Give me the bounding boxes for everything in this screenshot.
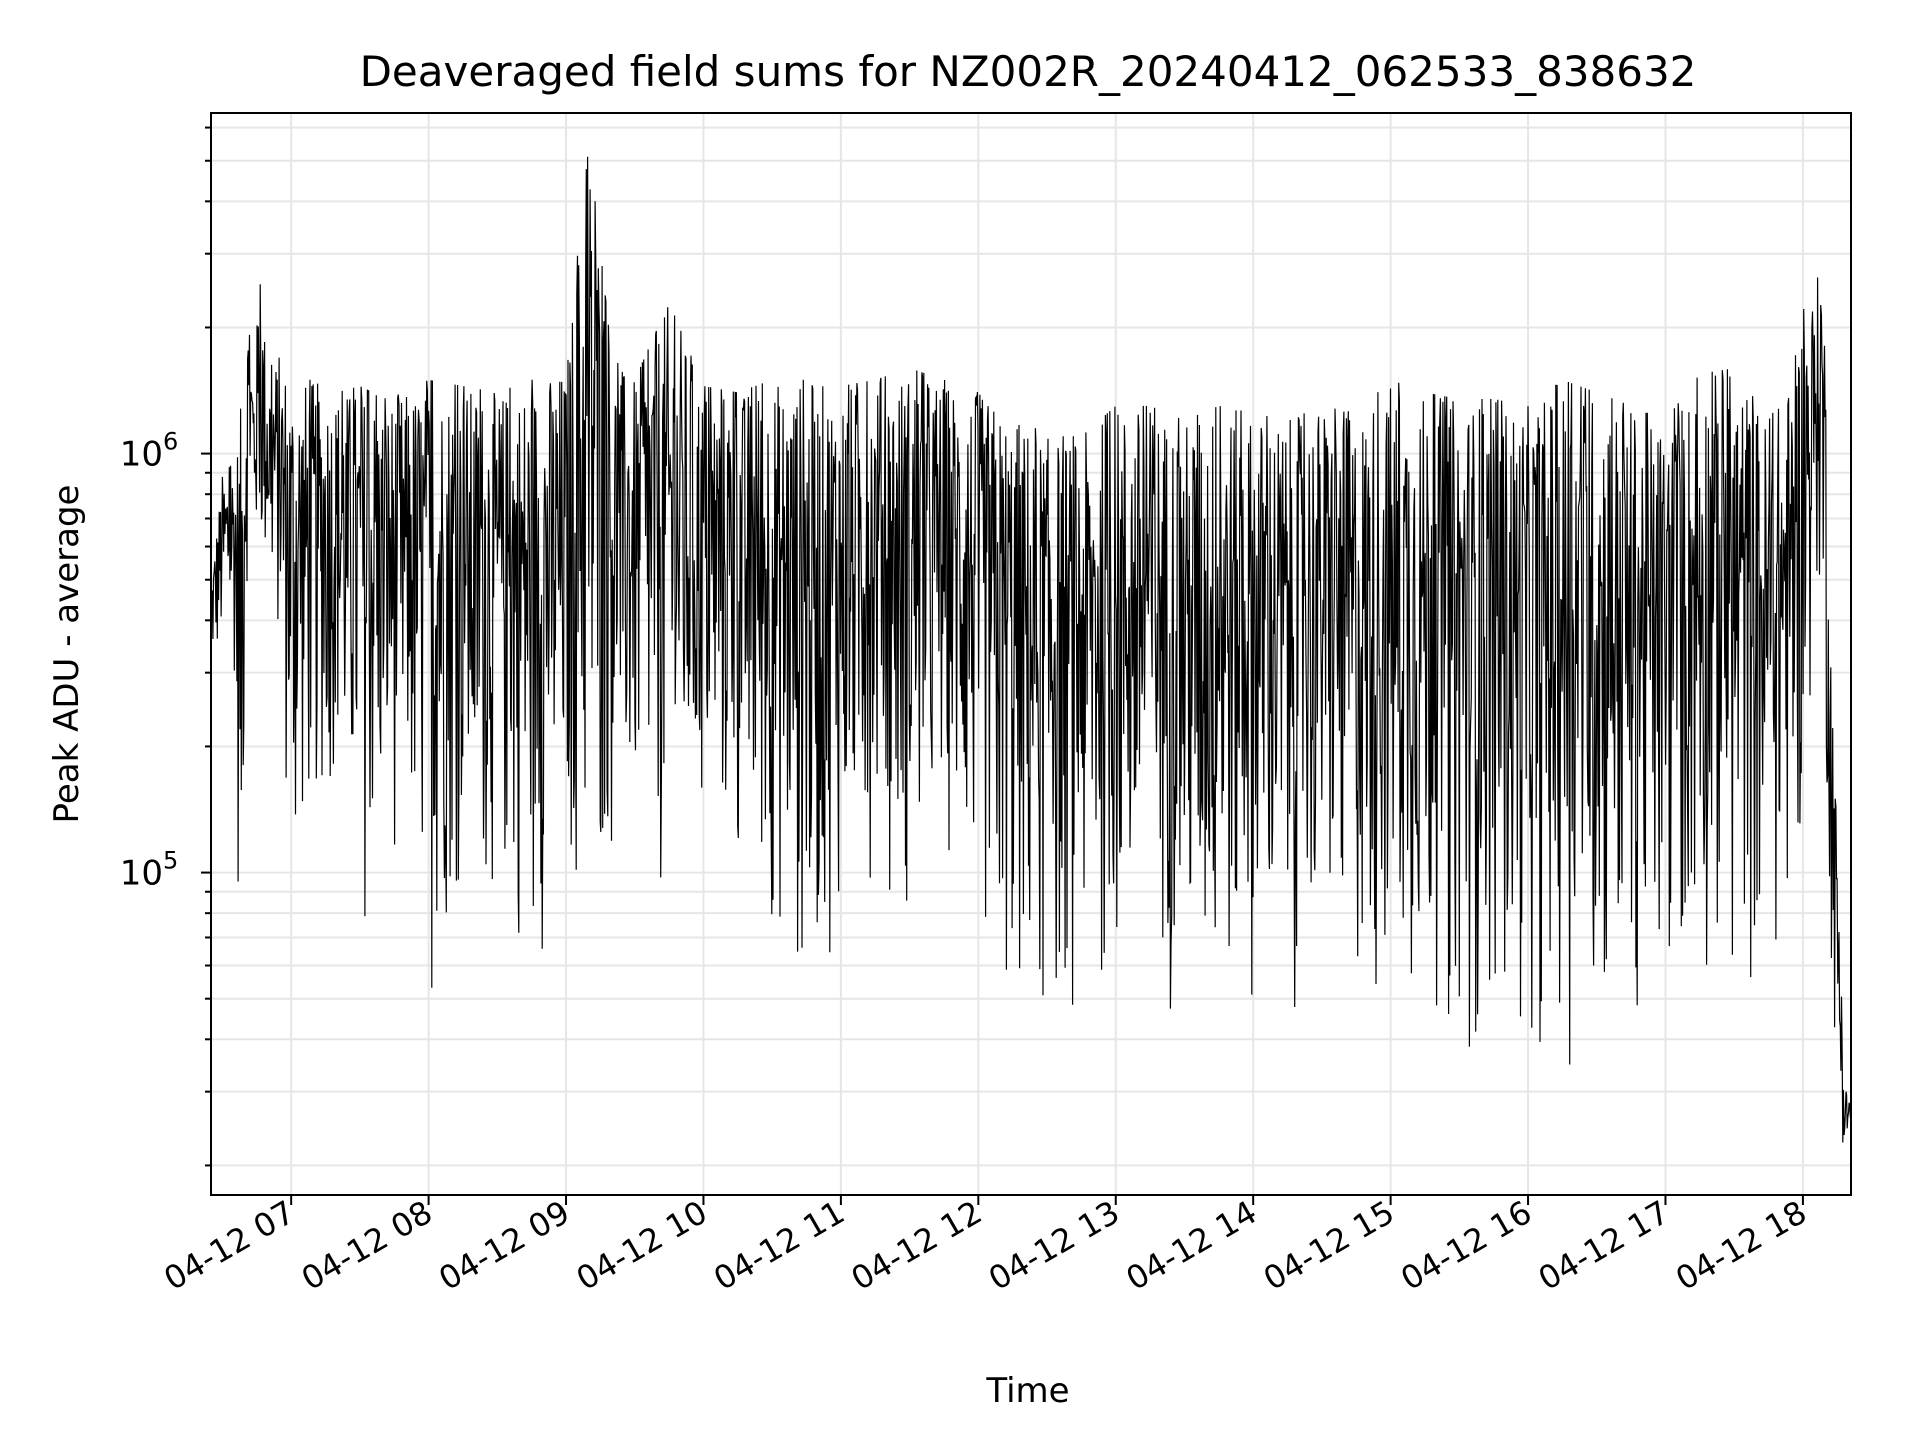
plot-frame: [210, 112, 1852, 1196]
series-line: [210, 156, 1852, 1143]
y-tick-label: 106: [120, 428, 179, 475]
x-axis-label: Time: [985, 1371, 1069, 1411]
series-group: [210, 156, 1852, 1143]
y-axis-label: Peak ADU - average: [47, 485, 87, 824]
chart-title: Deaveraged field sums for NZ002R_2024041…: [360, 47, 1697, 96]
y-tick-label: 105: [120, 847, 179, 894]
